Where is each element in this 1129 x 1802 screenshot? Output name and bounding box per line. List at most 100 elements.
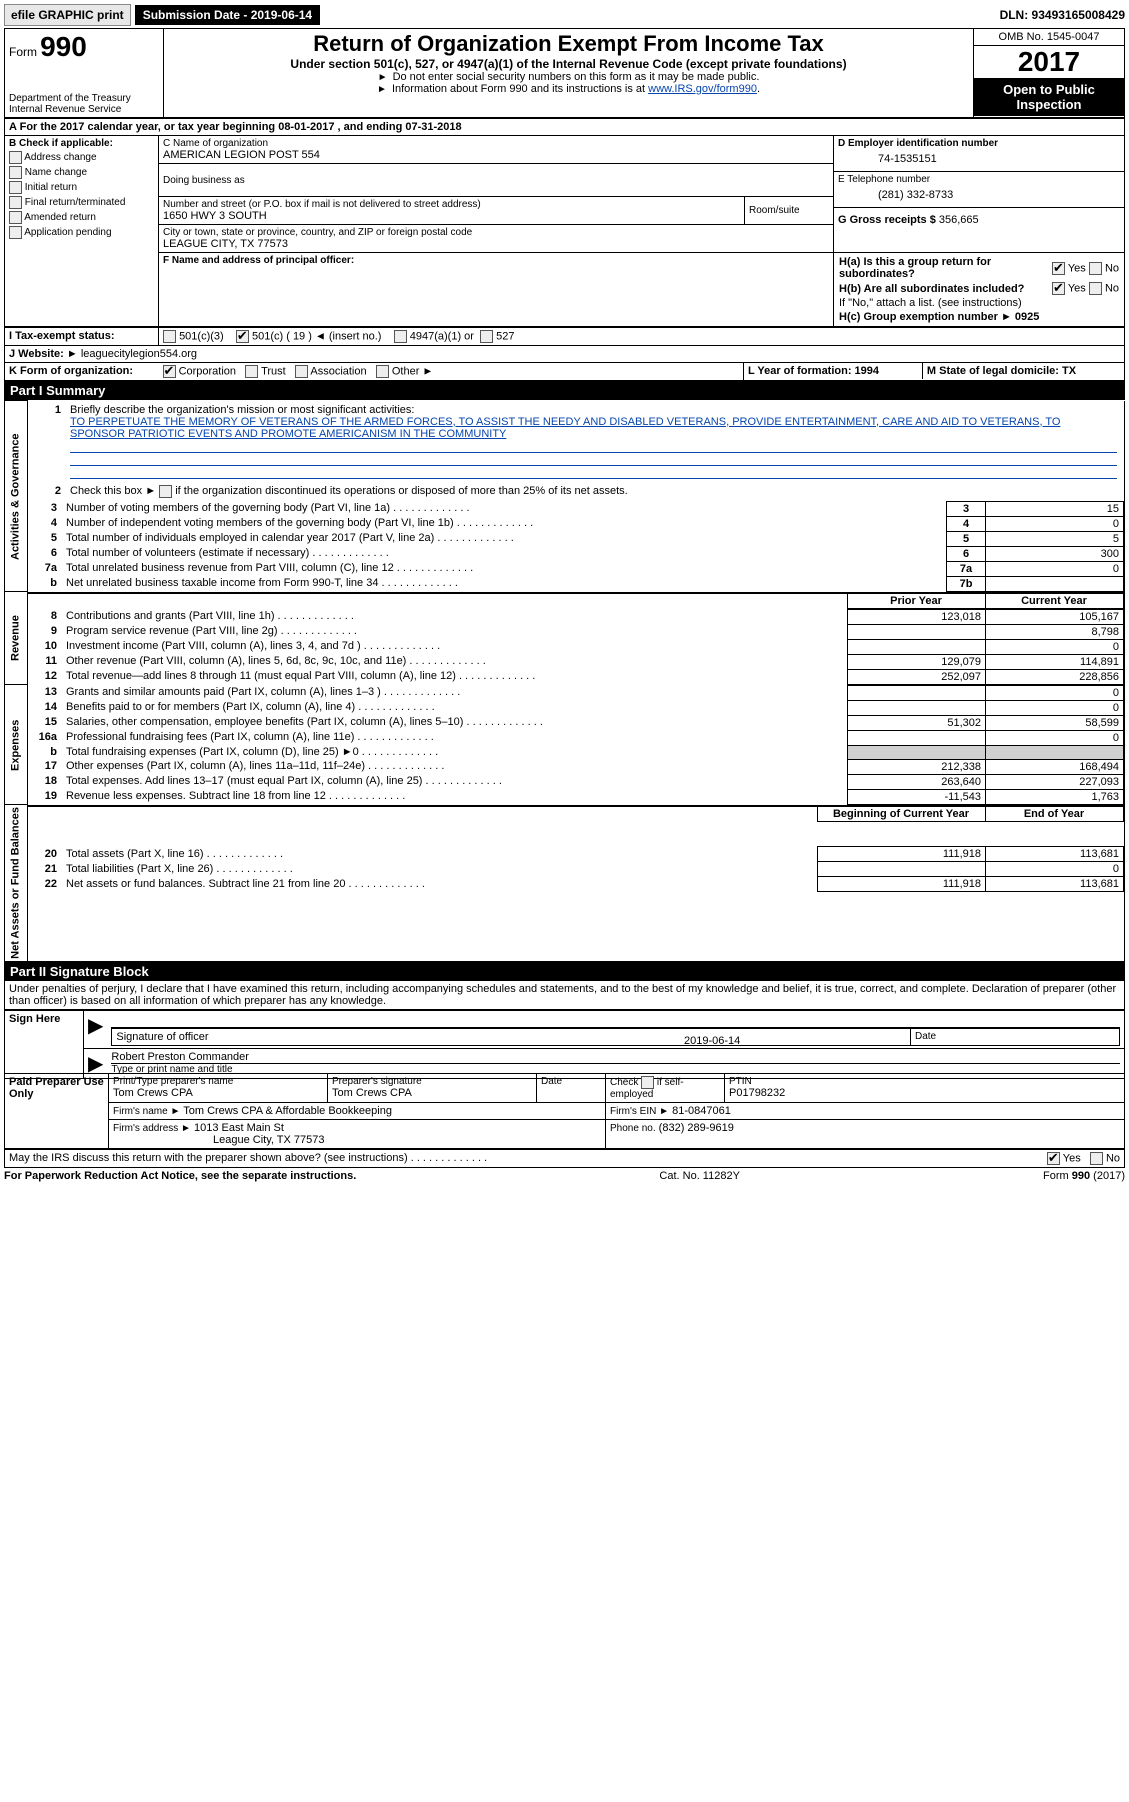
part1-header: Part I Summary	[4, 381, 1125, 400]
ha-yes[interactable]	[1052, 262, 1065, 275]
form-header-table: Form 990 Department of the Treasury Inte…	[4, 28, 1125, 118]
cb-assoc[interactable]	[295, 365, 308, 378]
gross-receipts-label: G Gross receipts $	[838, 214, 936, 226]
firm-addr: 1013 East Main St	[194, 1122, 284, 1134]
check-amended[interactable]: Amended return	[9, 211, 154, 224]
cat-number: Cat. No. 11282Y	[659, 1170, 740, 1182]
summary-row: 20Total assets (Part X, line 16)111,9181…	[28, 847, 1124, 862]
summary-row: 16aProfessional fundraising fees (Part I…	[28, 730, 1124, 745]
cb-trust[interactable]	[245, 365, 258, 378]
check-application[interactable]: Application pending	[9, 226, 154, 239]
submission-date: Submission Date - 2019-06-14	[135, 5, 320, 25]
omb-number: OMB No. 1545-0047	[974, 29, 1124, 46]
sig-date: 2019-06-14	[684, 1035, 784, 1047]
form-title: Return of Organization Exempt From Incom…	[168, 31, 969, 57]
check-initial[interactable]: Initial return	[9, 181, 154, 194]
summary-row: bNet unrelated business taxable income f…	[28, 576, 1124, 591]
hb-label: H(b) Are all subordinates included?	[839, 283, 1024, 295]
phone-value: (281) 332-8733	[838, 185, 1120, 205]
ein-label: D Employer identification number	[838, 138, 1120, 149]
sig-officer-label: Signature of officer	[112, 1028, 911, 1045]
city-label: City or town, state or province, country…	[163, 227, 829, 238]
street-label: Number and street (or P.O. box if mail i…	[163, 199, 740, 210]
summary-row: 5Total number of individuals employed in…	[28, 531, 1124, 546]
summary-row: 9Program service revenue (Part VIII, lin…	[28, 624, 1124, 639]
paid-preparer-label: Paid Preparer Use Only	[5, 1073, 109, 1148]
cb-501c3[interactable]	[163, 330, 176, 343]
prep-name-label: Print/Type preparer's name	[113, 1076, 323, 1087]
cb-501c[interactable]	[236, 330, 249, 343]
begin-year-header: Beginning of Current Year	[818, 806, 986, 822]
summary-row: 8Contributions and grants (Part VIII, li…	[28, 609, 1124, 624]
check-final[interactable]: Final return/terminated	[9, 196, 154, 209]
ha-label: H(a) Is this a group return for subordin…	[839, 256, 991, 280]
check-name[interactable]: Name change	[9, 166, 154, 179]
summary-table: Activities & Governance 1Briefly describ…	[4, 400, 1125, 962]
header-bar: efile GRAPHIC print Submission Date - 20…	[4, 4, 1125, 26]
officer-name: Robert Preston Commander	[111, 1051, 1120, 1064]
ptin-label: PTIN	[729, 1076, 1120, 1087]
form-org-label: K Form of organization:	[9, 365, 133, 377]
dept-irs: Internal Revenue Service	[9, 104, 159, 115]
summary-row: 17Other expenses (Part IX, column (A), l…	[28, 759, 1124, 774]
section-a-text: A	[9, 121, 20, 133]
discuss-no[interactable]	[1090, 1152, 1103, 1165]
summary-row: 7aTotal unrelated business revenue from …	[28, 561, 1124, 576]
dln: DLN: 93493165008429	[1000, 8, 1125, 22]
end-year-header: End of Year	[986, 806, 1124, 822]
prior-year-header: Prior Year	[848, 593, 986, 609]
prep-date-label: Date	[541, 1076, 601, 1087]
q1-label: Briefly describe the organization's miss…	[70, 404, 414, 416]
part2-header: Part II Signature Block	[4, 962, 1125, 981]
discuss-yes[interactable]	[1047, 1152, 1060, 1165]
hb-no[interactable]	[1089, 282, 1102, 295]
prep-sig-label: Preparer's signature	[332, 1076, 532, 1087]
name-org-label: C Name of organization	[163, 138, 829, 149]
firm-name: Tom Crews CPA & Affordable Bookkeeping	[183, 1105, 392, 1117]
year-formation: L Year of formation: 1994	[748, 365, 879, 377]
website-value: leaguecitylegion554.org	[81, 348, 197, 360]
tax-year: 2017	[974, 46, 1124, 78]
mission-text: TO PERPETUATE THE MEMORY OF VETERANS OF …	[70, 416, 1060, 440]
q2-text: Check this box ► if the organization dis…	[70, 485, 628, 497]
cb-self-employed[interactable]	[641, 1076, 654, 1089]
section-a-table: A For the 2017 calendar year, or tax yea…	[4, 118, 1125, 327]
state-domicile: M State of legal domicile: TX	[927, 365, 1076, 377]
firm-name-label: Firm's name ►	[113, 1106, 180, 1117]
summary-row: 6Total number of volunteers (estimate if…	[28, 546, 1124, 561]
instr-info: Information about Form 990 and its instr…	[392, 83, 648, 95]
check-address[interactable]: Address change	[9, 151, 154, 164]
firm-city: League City, TX 77573	[213, 1134, 325, 1146]
cb-discontinued[interactable]	[159, 485, 172, 498]
ptin-value: P01798232	[729, 1087, 1120, 1099]
ha-no[interactable]	[1089, 262, 1102, 275]
org-name: AMERICAN LEGION POST 554	[163, 149, 829, 161]
website-label: J Website: ►	[9, 348, 78, 360]
sig-date-label: Date	[915, 1031, 1115, 1042]
cb-527[interactable]	[480, 330, 493, 343]
preparer-table: Paid Preparer Use Only Print/Type prepar…	[4, 1073, 1125, 1149]
ein-value: 74-1535151	[838, 149, 1120, 169]
dba-label: Doing business as	[163, 175, 829, 186]
arrow-icon	[377, 83, 389, 95]
page-footer: For Paperwork Reduction Act Notice, see …	[4, 1168, 1125, 1182]
efile-button[interactable]: efile GRAPHIC print	[4, 4, 131, 26]
cb-corp[interactable]	[163, 365, 176, 378]
hb-yes[interactable]	[1052, 282, 1065, 295]
tax-year-range: For the 2017 calendar year, or tax year …	[20, 121, 462, 133]
irs-link[interactable]: www.IRS.gov/form990	[648, 83, 757, 95]
firm-phone: (832) 289-9619	[659, 1122, 734, 1134]
summary-row: 22Net assets or fund balances. Subtract …	[28, 877, 1124, 892]
summary-row: 3Number of voting members of the governi…	[28, 501, 1124, 516]
prep-name: Tom Crews CPA	[113, 1087, 323, 1099]
firm-phone-label: Phone no.	[610, 1123, 656, 1134]
summary-row: bTotal fundraising expenses (Part IX, co…	[28, 745, 1124, 759]
hb-note: If "No," attach a list. (see instruction…	[838, 296, 1120, 310]
prep-sig: Tom Crews CPA	[332, 1087, 532, 1099]
firm-addr-label: Firm's address ►	[113, 1123, 191, 1134]
summary-row: 18Total expenses. Add lines 13–17 (must …	[28, 774, 1124, 789]
summary-row: 12Total revenue—add lines 8 through 11 (…	[28, 669, 1124, 684]
cb-4947[interactable]	[394, 330, 407, 343]
form-subtitle: Under section 501(c), 527, or 4947(a)(1)…	[168, 57, 969, 71]
cb-other[interactable]	[376, 365, 389, 378]
